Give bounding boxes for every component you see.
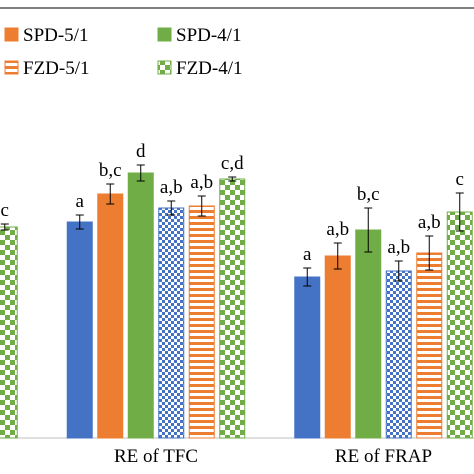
significance-label: c [1,200,9,221]
error-bar [75,214,84,230]
bar [97,193,124,439]
legend-swatch [157,27,172,42]
error-bar [167,200,176,216]
x-tick-label: RE of TFC [114,446,198,467]
bar [294,276,321,439]
bar [127,172,154,439]
significance-label: a,b [387,237,410,258]
legend-label: SPD-4/1 [176,25,241,46]
bar [416,252,443,439]
legend-label: FZD-5/1 [23,58,90,79]
significance-label: b,c [357,184,380,205]
error-bar [197,195,206,217]
legend-label: FZD-4/1 [176,58,243,79]
error-bar [455,192,464,232]
error-bar [333,242,342,270]
bar [66,221,93,439]
error-bar [394,260,403,282]
significance-label: a,b [160,177,183,198]
bar [446,211,473,439]
significance-label: d [136,141,146,162]
error-bar [136,164,145,182]
x-tick-label: RE of FRAP [335,446,432,467]
significance-label: c,d [221,153,244,174]
legend-swatch [4,27,19,42]
error-bar [303,267,312,287]
bar [324,255,351,439]
bar [0,226,18,439]
legend-label: SPD-5/1 [23,25,88,46]
significance-label: c [456,169,464,190]
error-bar [0,223,9,231]
significance-label: a,b [418,212,441,233]
significance-label: a,b [190,172,213,193]
bar [355,229,382,439]
error-bar [106,183,115,205]
legend-swatch [4,60,19,75]
bar [188,205,215,439]
significance-label: a [76,191,85,212]
bar [219,178,246,439]
significance-label: a [303,244,312,265]
significance-label: b,c [99,160,122,181]
error-bar [228,176,237,182]
bar [158,207,185,439]
error-bar [425,235,434,271]
error-bar [364,207,373,253]
bar [385,270,412,439]
significance-label: a,b [326,219,349,240]
legend-swatch [157,60,172,75]
